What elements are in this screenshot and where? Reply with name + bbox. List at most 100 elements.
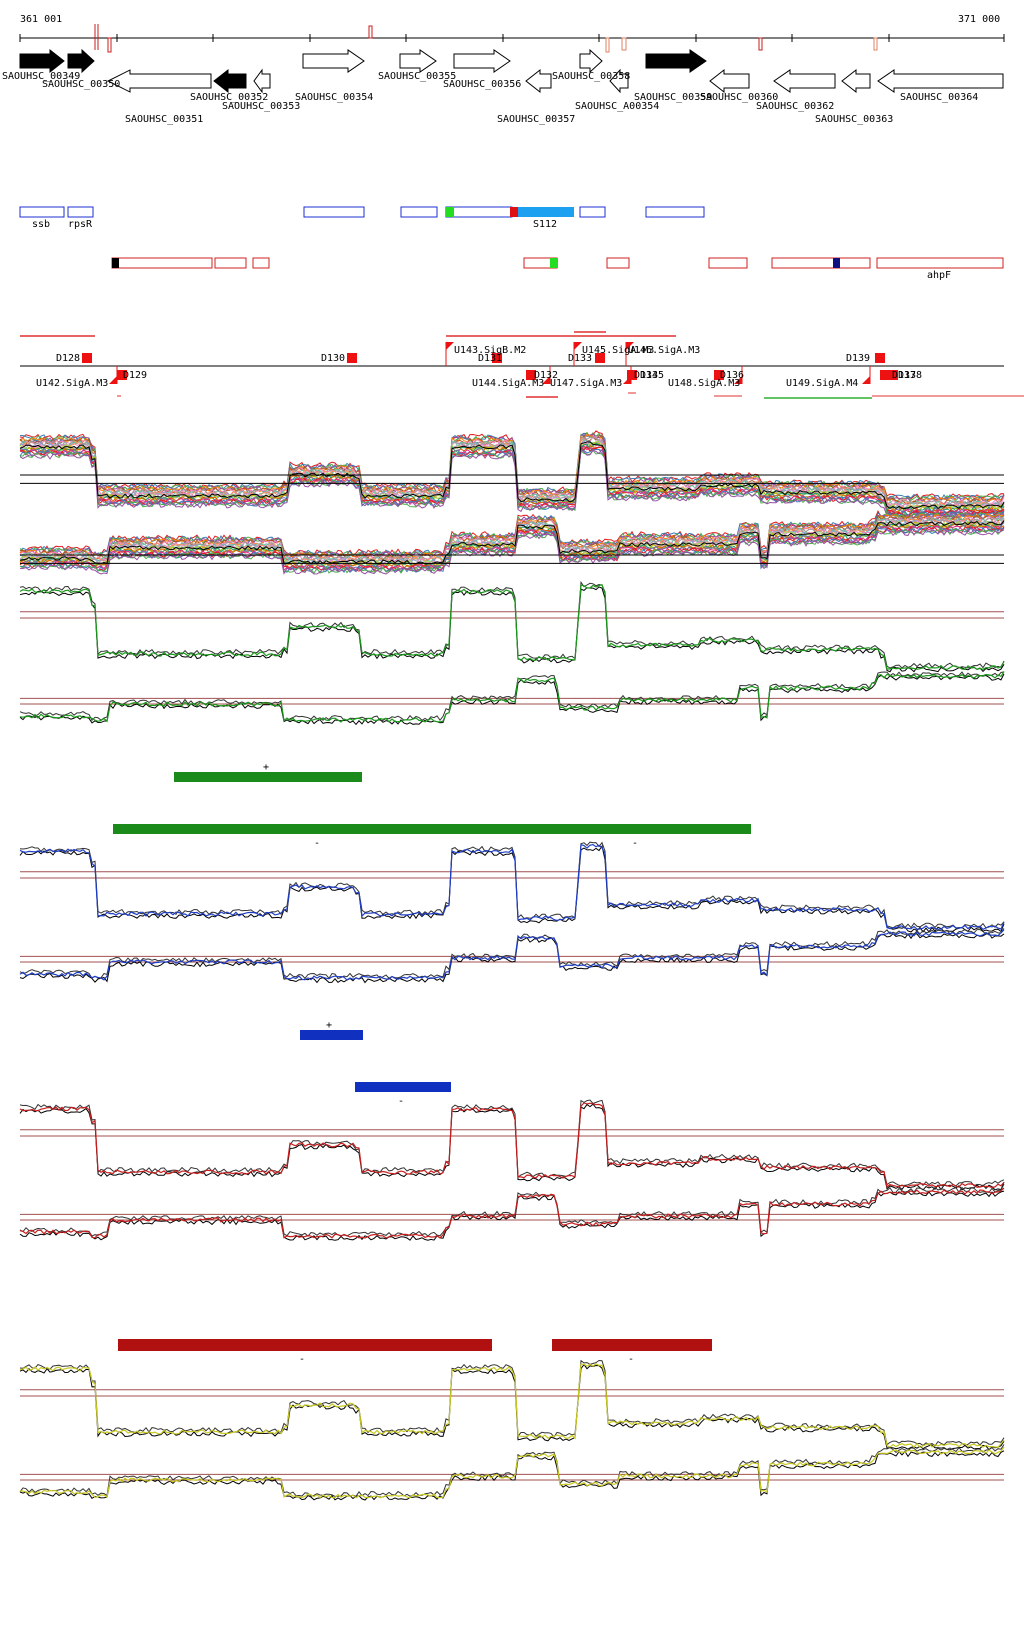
expression-line-reference bbox=[19, 1103, 1005, 1191]
feature-box[interactable] bbox=[771, 257, 871, 269]
element-label: U144.SigA.M3 bbox=[472, 378, 544, 389]
expression-line-reference bbox=[19, 1363, 1005, 1451]
feature-box-highlight[interactable] bbox=[518, 207, 574, 217]
gene-arrow[interactable] bbox=[709, 68, 750, 94]
expression-profiles bbox=[19, 430, 1005, 1501]
segment-strand: - bbox=[314, 838, 320, 849]
expression-line-condition bbox=[19, 1363, 1005, 1449]
gene-label: SAOUHSC_A00354 bbox=[575, 101, 659, 112]
gene-label: SAOUHSC_00356 bbox=[443, 79, 521, 90]
element-label: D130 bbox=[321, 353, 345, 364]
feature-box[interactable] bbox=[252, 257, 270, 269]
feature-label: S112 bbox=[533, 219, 557, 230]
element-label: U147.SigA.M3 bbox=[550, 378, 622, 389]
feature-box[interactable] bbox=[876, 257, 1004, 269]
expression-line bbox=[20, 449, 1005, 519]
gene-arrow[interactable] bbox=[453, 49, 511, 73]
gene-arrow[interactable] bbox=[579, 48, 603, 74]
feature-box[interactable] bbox=[111, 257, 213, 269]
expression-line-condition bbox=[19, 843, 1005, 931]
element-label: U146.SigA.M3 bbox=[628, 345, 700, 356]
expression-line-condition bbox=[19, 1446, 1005, 1499]
gene-label: SAOUHSC_00360 bbox=[700, 92, 778, 103]
scale-end-label: 371 000 bbox=[958, 14, 1000, 25]
segment-bar[interactable] bbox=[174, 772, 362, 782]
feature-box[interactable] bbox=[400, 206, 438, 218]
segment-bar[interactable] bbox=[113, 824, 751, 834]
gene-arrow[interactable] bbox=[67, 48, 95, 74]
expression-line bbox=[20, 525, 1005, 572]
element-label: D132 bbox=[534, 370, 558, 381]
element-label: D128 bbox=[56, 353, 80, 364]
element-label: U145.SigA.M3 bbox=[582, 345, 654, 356]
gene-label: SAOUHSC_00357 bbox=[497, 114, 575, 125]
expression-line bbox=[19, 513, 1005, 560]
feature-box[interactable] bbox=[445, 206, 513, 218]
gene-arrow[interactable] bbox=[609, 68, 629, 94]
gene-arrow[interactable] bbox=[302, 49, 365, 73]
gene-track: SAOUHSC_00349 SAOUHSC_00350 SAOUHSC_0035… bbox=[2, 48, 1004, 125]
feature-box[interactable] bbox=[19, 206, 65, 218]
gene-arrow[interactable] bbox=[525, 68, 552, 94]
feature-track-blue: ssb rpsR S112 bbox=[19, 206, 705, 230]
element-label: U143.SigB.M2 bbox=[454, 345, 526, 356]
element-label: D129 bbox=[123, 370, 147, 381]
feature-box[interactable] bbox=[606, 257, 630, 269]
element-label: D135 bbox=[640, 370, 664, 381]
expression-line-condition bbox=[19, 928, 1005, 981]
scale-start-label: 361 001 bbox=[20, 14, 62, 25]
expression-line bbox=[19, 512, 1005, 559]
gene-arrow[interactable] bbox=[106, 69, 212, 93]
expression-line-reference bbox=[19, 841, 1005, 929]
expression-line-reference bbox=[19, 586, 1005, 673]
feature-box[interactable] bbox=[645, 206, 705, 218]
gene-label: SAOUHSC_00363 bbox=[815, 114, 893, 125]
gene-arrow[interactable] bbox=[773, 69, 836, 93]
feature-track-red: ahpF bbox=[111, 257, 1004, 281]
segment-strand: + bbox=[263, 762, 269, 773]
feature-box[interactable] bbox=[214, 257, 247, 269]
feature-box[interactable] bbox=[579, 206, 606, 218]
gene-label: SAOUHSC_00358 bbox=[552, 71, 630, 82]
segment-strand: - bbox=[628, 1354, 634, 1365]
gene-arrow[interactable] bbox=[645, 49, 707, 73]
segment-bar[interactable] bbox=[300, 1030, 363, 1040]
expression-line bbox=[19, 510, 1005, 557]
expression-line-reference bbox=[19, 673, 1005, 726]
gene-label: SAOUHSC_00362 bbox=[756, 101, 834, 112]
element-label: U142.SigA.M3 bbox=[36, 378, 108, 389]
segment-bar[interactable] bbox=[118, 1339, 492, 1351]
feature-box[interactable] bbox=[67, 206, 94, 218]
feature-label: ssb bbox=[32, 219, 50, 230]
expression-line-condition bbox=[19, 1187, 1005, 1239]
expression-line-reference bbox=[19, 844, 1005, 933]
gene-arrow[interactable] bbox=[253, 68, 271, 94]
gene-arrow[interactable] bbox=[399, 49, 437, 73]
element-label: D139 bbox=[846, 353, 870, 364]
segment-strand: - bbox=[398, 1096, 404, 1107]
expression-line-reference bbox=[19, 932, 1005, 984]
expression-line bbox=[19, 433, 1005, 504]
expression-line-reference bbox=[19, 1444, 1005, 1497]
expression-line bbox=[19, 448, 1005, 520]
feature-box[interactable] bbox=[303, 206, 365, 218]
element-label: D134 bbox=[634, 370, 658, 381]
expression-line-reference bbox=[19, 1450, 1005, 1501]
gene-arrow[interactable] bbox=[19, 48, 65, 74]
gene-label: SAOUHSC_00352 bbox=[190, 92, 268, 103]
segment-bar[interactable] bbox=[552, 1339, 712, 1351]
element-label: D138 bbox=[898, 370, 922, 381]
segment-bar[interactable] bbox=[355, 1082, 451, 1092]
gene-arrow[interactable] bbox=[877, 69, 1004, 93]
feature-box[interactable] bbox=[708, 257, 748, 269]
gene-arrow[interactable] bbox=[213, 68, 247, 94]
expression-line-condition bbox=[19, 671, 1005, 723]
gene-arrow[interactable] bbox=[841, 68, 871, 94]
segment-strand: - bbox=[299, 1354, 305, 1365]
element-label: D137 bbox=[892, 370, 916, 381]
expression-line-reference bbox=[19, 441, 1005, 510]
expression-line-reference bbox=[19, 929, 1005, 980]
expression-line-reference bbox=[19, 520, 1005, 565]
gene-label: SAOUHSC_00351 bbox=[125, 114, 203, 125]
